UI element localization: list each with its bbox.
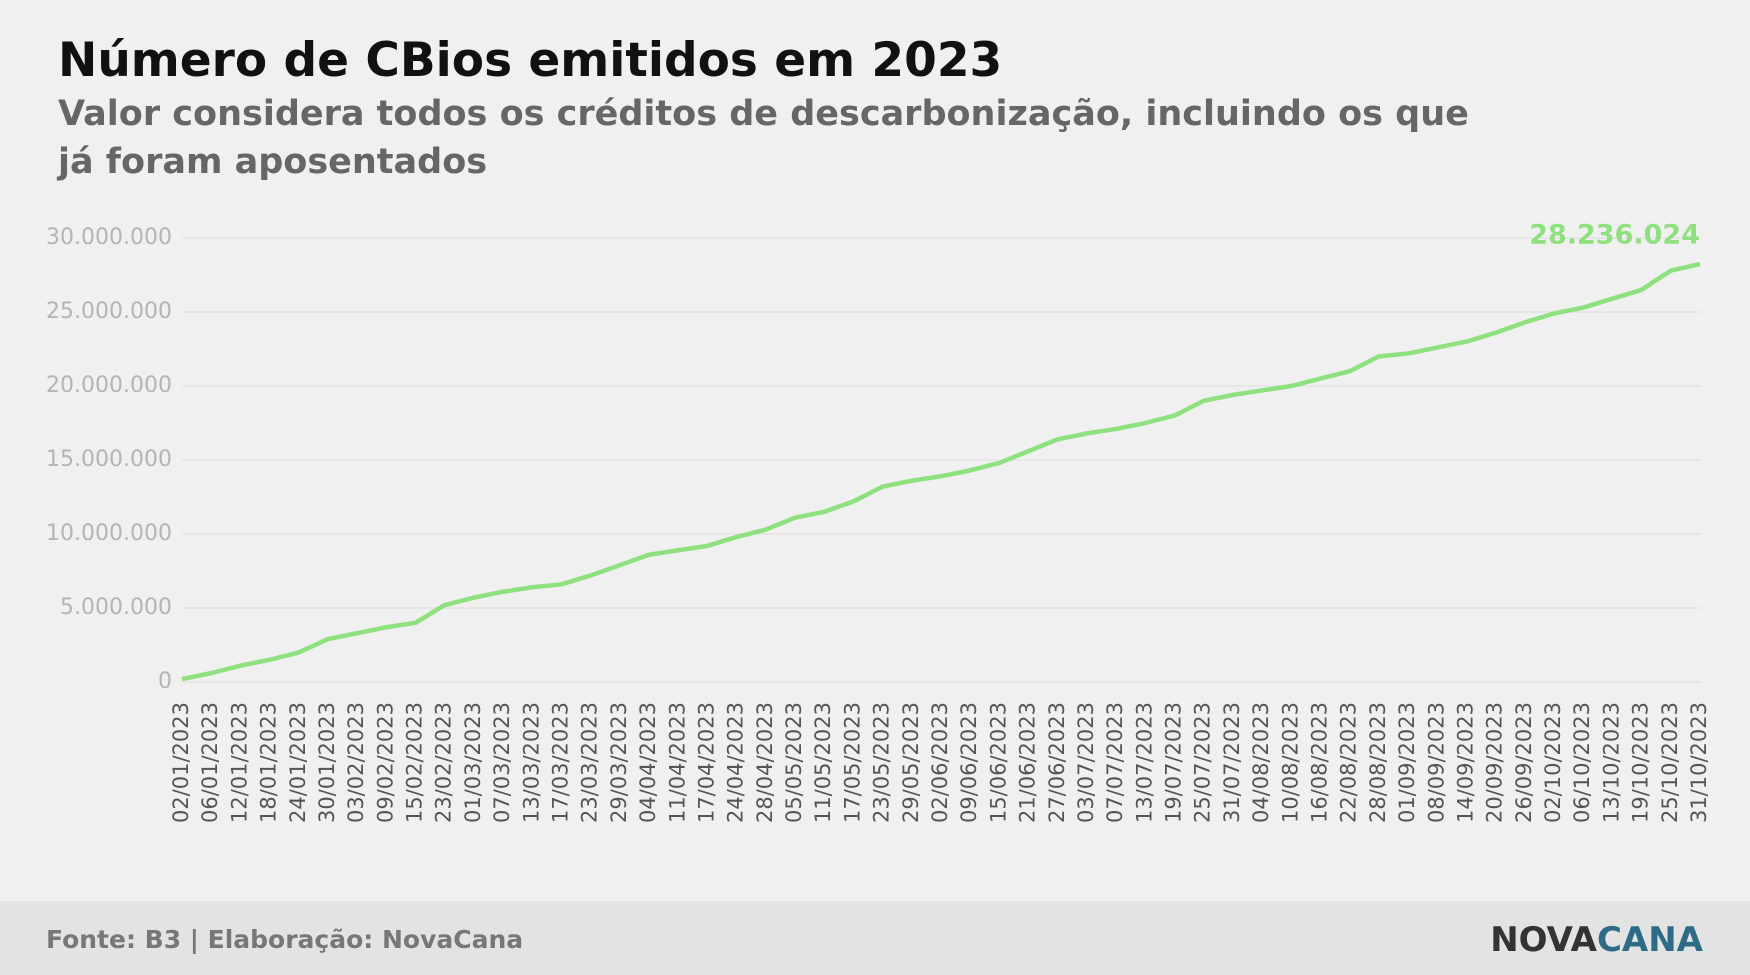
x-tick-label: 09/02/2023 bbox=[373, 702, 397, 823]
x-tick-label: 04/04/2023 bbox=[636, 702, 660, 823]
x-tick-label: 07/07/2023 bbox=[1103, 702, 1127, 823]
x-tick-label: 28/08/2023 bbox=[1366, 702, 1390, 823]
logo-part: NOVA bbox=[1490, 920, 1597, 960]
x-tick-label: 13/07/2023 bbox=[1132, 702, 1156, 823]
x-tick-label: 27/06/2023 bbox=[1045, 702, 1069, 823]
x-tick-label: 17/03/2023 bbox=[549, 702, 573, 823]
footer-band bbox=[0, 901, 1750, 975]
x-tick-label: 11/05/2023 bbox=[811, 702, 835, 823]
chart-title: Número de CBios emitidos em 2023 bbox=[58, 33, 1002, 88]
x-tick-label: 06/01/2023 bbox=[198, 702, 222, 823]
x-tick-label: 19/07/2023 bbox=[1162, 702, 1186, 823]
x-tick-label: 14/09/2023 bbox=[1453, 702, 1477, 823]
x-tick-label: 11/04/2023 bbox=[665, 702, 689, 823]
plot-area: 0 5.000.000 10.000.000 15.000.000 20.000.000… bbox=[46, 220, 1711, 823]
x-tick-label: 13/03/2023 bbox=[519, 702, 543, 823]
x-tick-label: 23/05/2023 bbox=[870, 702, 894, 823]
x-tick-label: 02/10/2023 bbox=[1541, 702, 1565, 823]
x-tick-label: 07/03/2023 bbox=[490, 702, 514, 823]
x-tick-label: 03/02/2023 bbox=[344, 702, 368, 823]
x-tick-label: 10/08/2023 bbox=[1278, 702, 1302, 823]
chart-subtitle: Valor considera todos os créditos de des… bbox=[58, 94, 1469, 134]
x-tick-label: 31/10/2023 bbox=[1687, 702, 1711, 823]
x-tick-label: 08/09/2023 bbox=[1424, 702, 1448, 823]
x-tick-label: 15/02/2023 bbox=[403, 702, 427, 823]
x-tick-label: 21/06/2023 bbox=[1016, 702, 1040, 823]
y-tick-label: 10.000.000 bbox=[46, 521, 172, 546]
x-tick-label: 13/10/2023 bbox=[1599, 702, 1623, 823]
source-note: Fonte: B3 | Elaboração: NovaCana bbox=[46, 925, 523, 954]
x-tick-label: 02/06/2023 bbox=[928, 702, 952, 823]
x-tick-label: 25/10/2023 bbox=[1658, 702, 1682, 823]
x-tick-label: 30/01/2023 bbox=[315, 702, 339, 823]
x-tick-label: 18/01/2023 bbox=[257, 702, 281, 823]
x-tick-label: 29/05/2023 bbox=[899, 702, 923, 823]
chart-subtitle: já foram aposentados bbox=[56, 142, 487, 182]
x-tick-label: 17/05/2023 bbox=[840, 702, 864, 823]
x-tick-label: 15/06/2023 bbox=[986, 702, 1010, 823]
x-tick-label: 29/03/2023 bbox=[607, 702, 631, 823]
x-tick-label: 12/01/2023 bbox=[227, 702, 251, 823]
y-tick-label: 15.000.000 bbox=[46, 447, 172, 472]
x-tick-label: 02/01/2023 bbox=[169, 702, 193, 823]
value-label: 28.236.024 bbox=[1529, 220, 1700, 251]
y-tick-label: 20.000.000 bbox=[46, 373, 172, 398]
x-tick-label: 03/07/2023 bbox=[1074, 702, 1098, 823]
data-line bbox=[181, 261, 1701, 682]
y-tick-label: 5.000.000 bbox=[60, 595, 172, 620]
x-tick-label: 16/08/2023 bbox=[1308, 702, 1332, 823]
x-tick-label: 05/05/2023 bbox=[782, 702, 806, 823]
logo-part: CANA bbox=[1597, 920, 1704, 960]
x-tick-label: 22/08/2023 bbox=[1337, 702, 1361, 823]
x-tick-label: 23/03/2023 bbox=[578, 702, 602, 823]
logo: NOVACANA bbox=[1490, 920, 1703, 960]
x-tick-label: 28/04/2023 bbox=[753, 702, 777, 823]
x-tick-label: 24/01/2023 bbox=[286, 702, 310, 823]
x-tick-label: 09/06/2023 bbox=[957, 702, 981, 823]
x-tick-label: 01/09/2023 bbox=[1395, 702, 1419, 823]
x-tick-label: 26/09/2023 bbox=[1512, 702, 1536, 823]
y-tick-label: 30.000.000 bbox=[46, 225, 172, 250]
x-tick-label: 23/02/2023 bbox=[432, 702, 456, 823]
y-tick-label: 25.000.000 bbox=[46, 299, 172, 324]
x-tick-label: 20/09/2023 bbox=[1483, 702, 1507, 823]
x-tick-label: 19/10/2023 bbox=[1629, 702, 1653, 823]
x-tick-label: 24/04/2023 bbox=[724, 702, 748, 823]
y-tick-label: 0 bbox=[158, 669, 172, 694]
x-tick-label: 01/03/2023 bbox=[461, 702, 485, 823]
x-tick-label: 06/10/2023 bbox=[1570, 702, 1594, 823]
x-tick-label: 04/08/2023 bbox=[1249, 702, 1273, 823]
x-tick-label: 17/04/2023 bbox=[694, 702, 718, 823]
x-tick-label: 31/07/2023 bbox=[1220, 702, 1244, 823]
x-tick-label: 25/07/2023 bbox=[1191, 702, 1215, 823]
